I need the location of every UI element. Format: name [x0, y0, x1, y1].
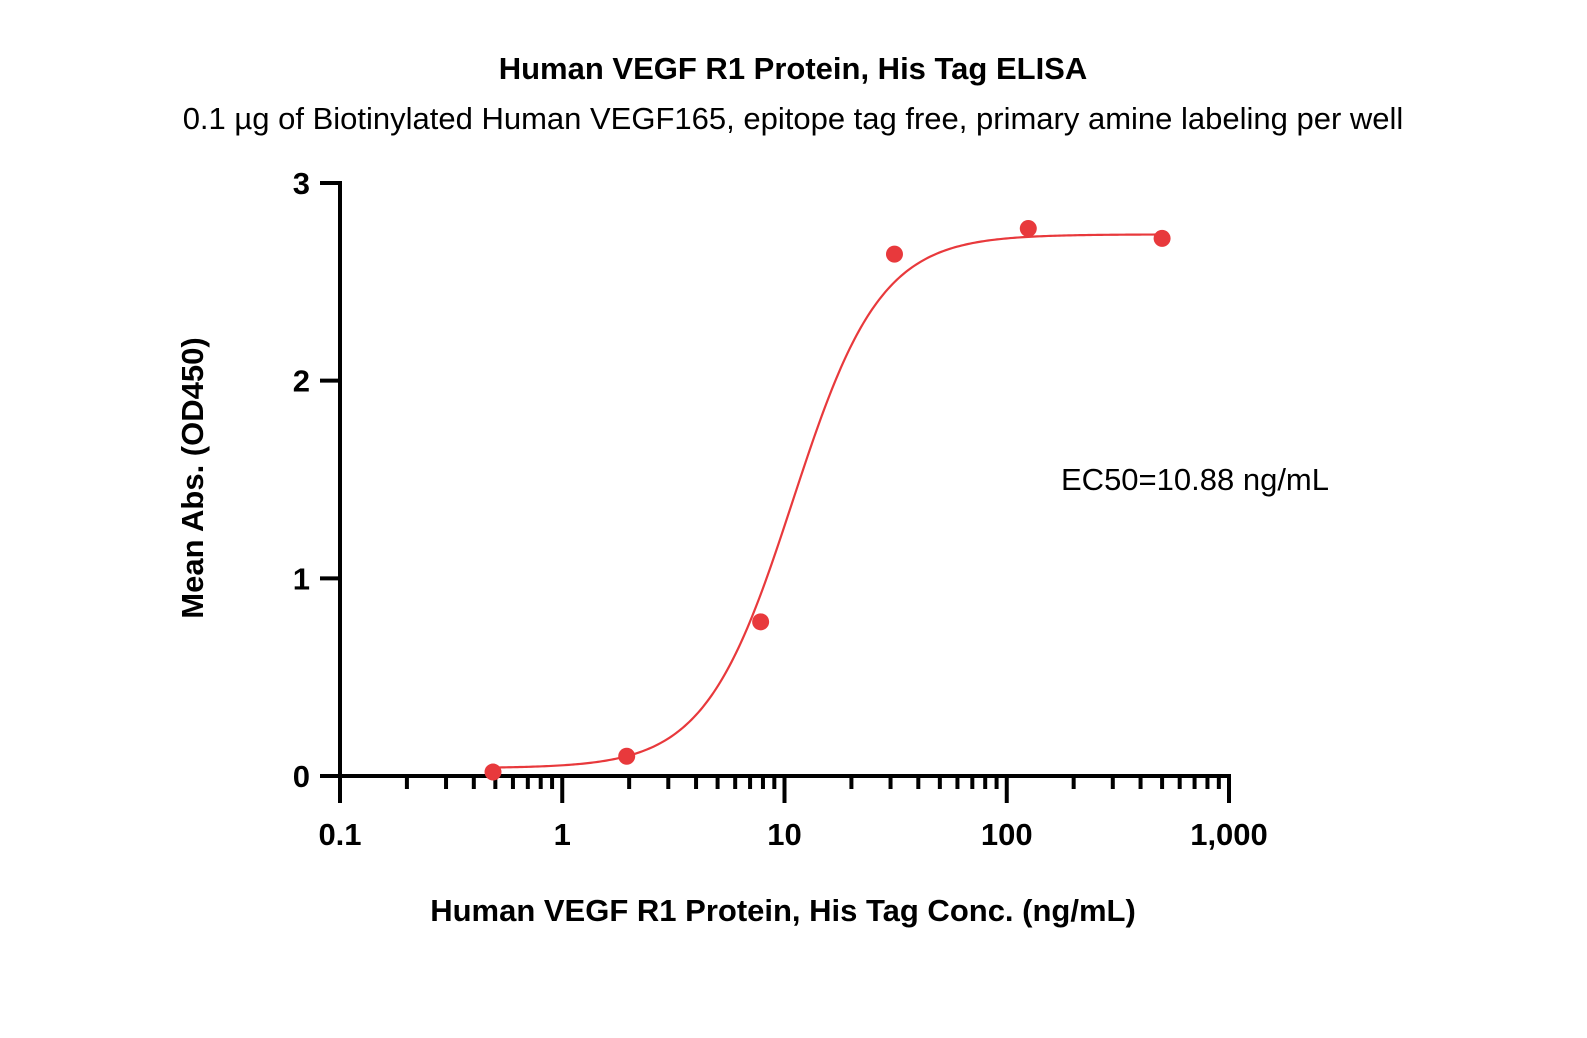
x-tick-label: 1,000 [1190, 817, 1268, 852]
y-axis-label: Mean Abs. (OD450) [175, 337, 210, 618]
x-axis-label: Human VEGF R1 Protein, His Tag Conc. (ng… [430, 893, 1136, 928]
x-tick-label: 0.1 [318, 817, 361, 852]
y-tick-label: 3 [293, 166, 310, 201]
fit-curve [492, 233, 1163, 769]
data-point [885, 245, 903, 263]
data-point [618, 747, 636, 765]
chart-subtitle: 0.1 µg of Biotinylated Human VEGF165, ep… [183, 101, 1404, 136]
x-tick-label: 1 [554, 817, 571, 852]
data-point [1019, 219, 1037, 237]
x-tick-label: 100 [981, 817, 1033, 852]
y-tick-label: 2 [293, 364, 310, 399]
axis-ticks: 0.1 1 10 100 1,000 0 1 2 3 [293, 166, 1268, 852]
data-point [1153, 229, 1171, 247]
data-point [752, 613, 770, 631]
data-points [484, 219, 1171, 781]
fit-curve-group [492, 233, 1163, 769]
y-tick-label: 1 [293, 561, 310, 596]
ec50-annotation: EC50=10.88 ng/mL [1061, 462, 1329, 497]
data-point [484, 763, 502, 781]
y-tick-label: 0 [293, 759, 310, 794]
chart-title: Human VEGF R1 Protein, His Tag ELISA [499, 51, 1088, 86]
x-tick-label: 10 [767, 817, 801, 852]
